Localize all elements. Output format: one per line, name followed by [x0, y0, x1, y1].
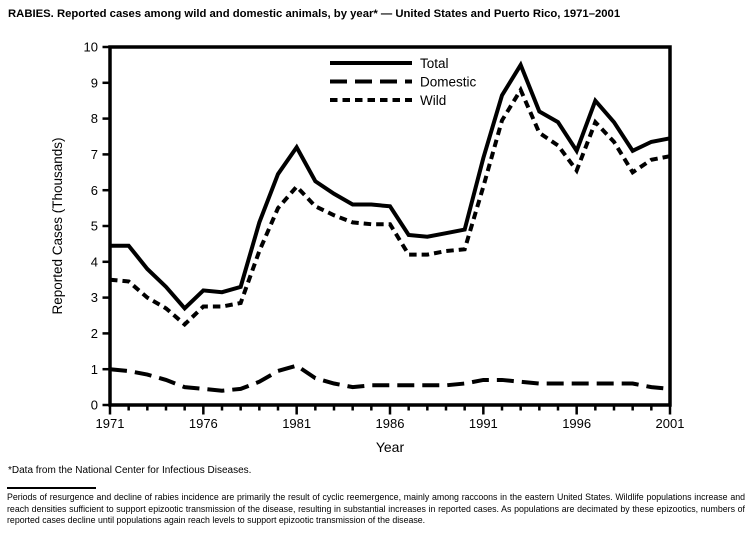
series-line-domestic — [109, 363, 671, 393]
y-tick-label: 1 — [91, 362, 98, 377]
rabies-line-chart: 0 1 2 3 4 5 6 7 8 9 10 1971 1976 1981 1986 1991 1996 2001… — [50, 40, 685, 455]
series-line-wild — [109, 85, 671, 328]
x-tick-label: 2001 — [656, 416, 685, 431]
y-tick-label: 4 — [91, 254, 98, 269]
legend-item-wild: Wild — [330, 93, 446, 108]
legend-item-total: Total — [330, 56, 449, 71]
y-tick-label: 6 — [91, 183, 98, 198]
legend: Total Domestic Wild — [330, 56, 477, 108]
legend-label: Domestic — [420, 74, 477, 89]
legend-label: Wild — [420, 93, 446, 108]
x-tick-label: 1981 — [282, 416, 311, 431]
y-tick-label: 8 — [91, 111, 98, 126]
x-tick-label: 1971 — [96, 416, 125, 431]
footnote-separator — [7, 487, 96, 489]
x-axis-title: Year — [376, 439, 405, 455]
y-tick-label: 0 — [91, 398, 98, 413]
y-tick-label: 3 — [91, 290, 98, 305]
y-tick-label: 5 — [91, 219, 98, 234]
y-tick-label: 7 — [91, 147, 98, 162]
legend-label: Total — [420, 56, 449, 71]
x-tick-label: 1996 — [562, 416, 591, 431]
y-tick-label: 9 — [91, 75, 98, 90]
y-tick-label: 10 — [84, 40, 98, 55]
page-title: RABIES. Reported cases among wild and do… — [8, 8, 621, 20]
note-paragraph: Periods of resurgence and decline of rab… — [7, 492, 745, 526]
y-tick-label: 2 — [91, 326, 98, 341]
x-tick-label: 1991 — [469, 416, 498, 431]
footnote-text: *Data from the National Center for Infec… — [8, 465, 252, 476]
series-line-total — [110, 60, 671, 312]
x-tick-label: 1986 — [376, 416, 405, 431]
legend-item-domestic: Domestic — [330, 74, 477, 89]
y-axis-title: Reported Cases (Thousands) — [50, 137, 65, 314]
x-tick-label: 1976 — [189, 416, 218, 431]
